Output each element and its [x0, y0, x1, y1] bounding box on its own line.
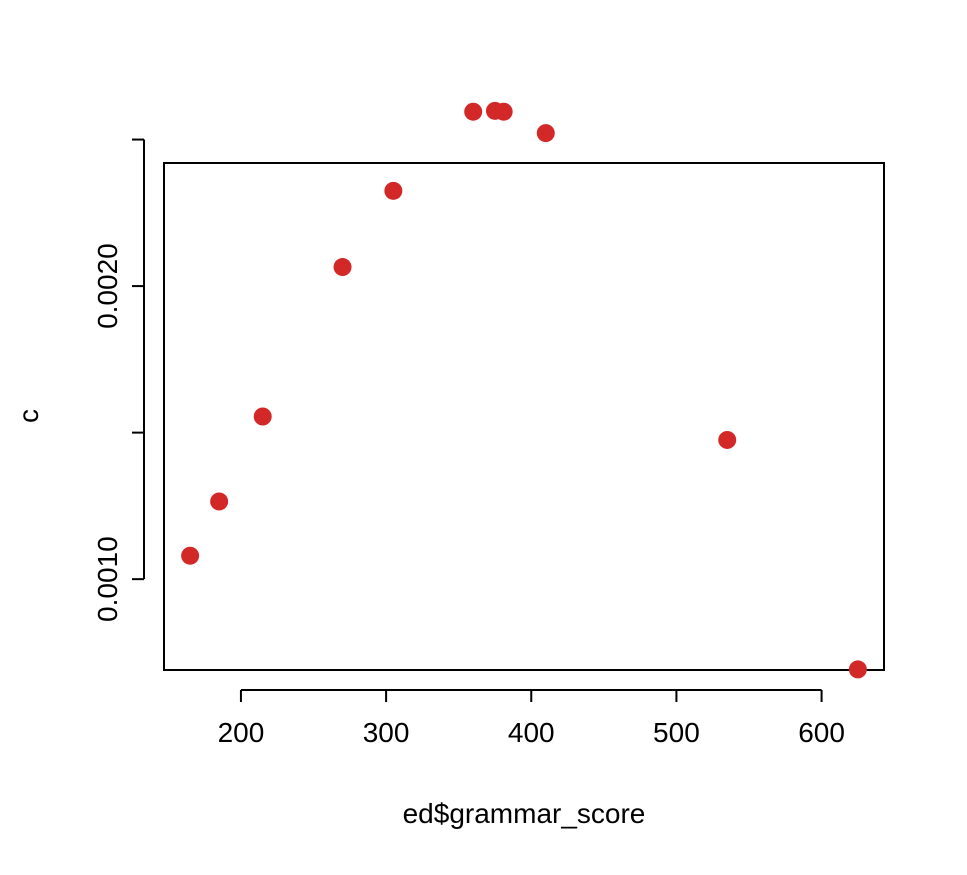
data-point	[718, 430, 737, 449]
data-points	[181, 101, 867, 679]
data-point	[384, 181, 403, 200]
x-tick-label: 600	[798, 717, 845, 748]
data-point	[536, 124, 555, 143]
y-axis-title: c	[13, 409, 44, 423]
y-axis: 0.0010 0.0020	[92, 138, 145, 622]
x-tick-label: 400	[508, 717, 555, 748]
x-axis-title: ed$grammar_score	[403, 798, 646, 829]
x-axis: 200 300 400 500 600	[218, 689, 845, 748]
data-point	[848, 660, 867, 679]
y-tick-label: 0.0010	[92, 536, 123, 622]
data-point	[333, 258, 352, 277]
y-tick-label: 0.0020	[92, 243, 123, 329]
data-point	[181, 546, 200, 565]
data-point	[253, 407, 272, 426]
plot-frame	[163, 162, 885, 671]
x-tick-label: 200	[218, 717, 265, 748]
x-tick-label: 300	[363, 717, 410, 748]
x-tick-label: 500	[653, 717, 700, 748]
data-point	[494, 102, 513, 121]
data-point	[464, 102, 483, 121]
data-point	[210, 492, 229, 511]
